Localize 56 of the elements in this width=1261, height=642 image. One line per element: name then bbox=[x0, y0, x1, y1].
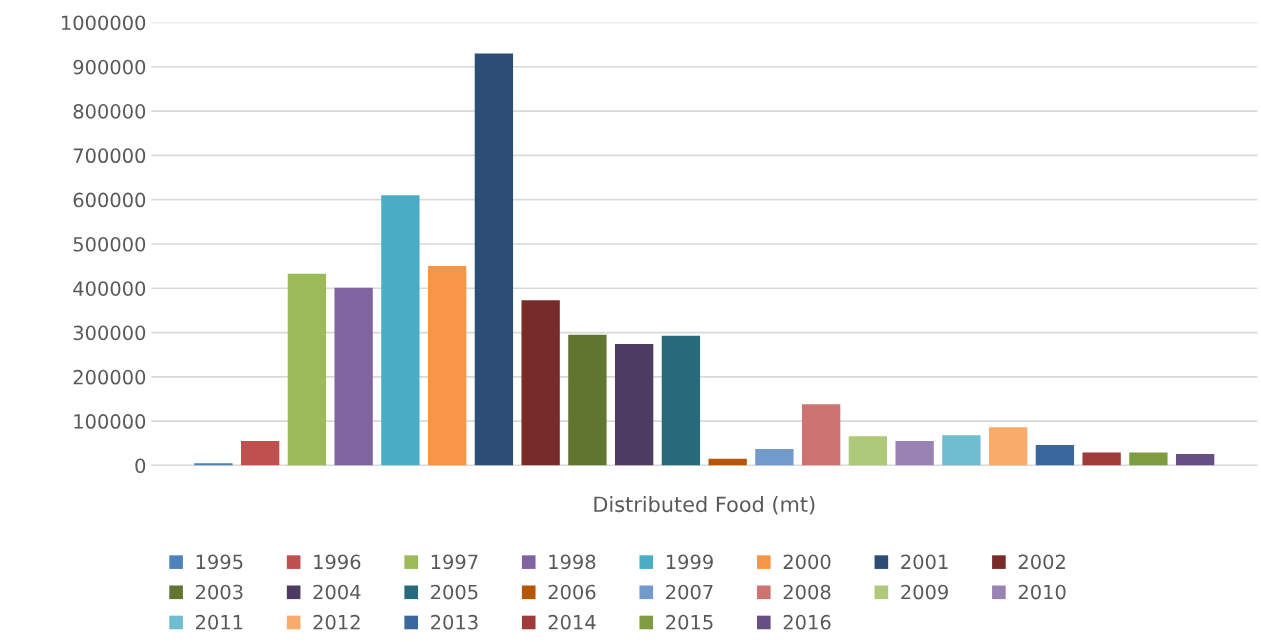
bar bbox=[942, 435, 981, 466]
bar bbox=[1175, 453, 1215, 466]
y-tick-label: 1000000 bbox=[61, 15, 146, 31]
y-tick-label: 200000 bbox=[73, 369, 146, 385]
legend-label: 1995 bbox=[196, 554, 243, 570]
legend-label: 2014 bbox=[548, 614, 596, 630]
bar bbox=[381, 195, 420, 466]
bar bbox=[427, 266, 467, 466]
legend-label: 1999 bbox=[666, 554, 713, 570]
legend-label: 2005 bbox=[431, 584, 478, 600]
legend-label: 2003 bbox=[195, 584, 243, 600]
legend-label: 2011 bbox=[195, 614, 243, 630]
legend-label: 2004 bbox=[313, 584, 361, 600]
bar bbox=[755, 449, 794, 466]
legend-label: 2016 bbox=[783, 614, 831, 630]
bar bbox=[194, 463, 233, 466]
legend-label: 2002 bbox=[1018, 554, 1065, 570]
bar bbox=[1082, 452, 1121, 466]
legend-label: 1998 bbox=[549, 554, 596, 570]
y-tick-label: 300000 bbox=[73, 325, 146, 341]
bar bbox=[287, 273, 327, 466]
y-tick-label: 500000 bbox=[73, 236, 146, 252]
bar bbox=[334, 287, 373, 466]
bar bbox=[988, 427, 1028, 466]
bar bbox=[1035, 445, 1075, 466]
y-tick-label: 800000 bbox=[73, 104, 146, 119]
legend-label: 2008 bbox=[783, 584, 831, 600]
legend-label: 2001 bbox=[901, 554, 948, 570]
y-tick-label: 900000 bbox=[73, 59, 146, 75]
bar bbox=[521, 300, 560, 466]
legend-label: 2009 bbox=[901, 584, 948, 600]
legend-label: 2012 bbox=[313, 614, 360, 630]
y-tick-label: 0 bbox=[135, 458, 146, 474]
y-tick-label: 100000 bbox=[74, 414, 146, 429]
legend-label: 2007 bbox=[666, 584, 713, 600]
y-tick-label: 700000 bbox=[73, 148, 146, 164]
legend-label: 2006 bbox=[548, 584, 596, 600]
legend-label: 2013 bbox=[431, 614, 478, 630]
bar bbox=[614, 344, 654, 466]
legend-label: 2015 bbox=[666, 614, 713, 630]
bar bbox=[848, 436, 888, 466]
legend-label: 2000 bbox=[783, 554, 831, 570]
bar bbox=[661, 335, 701, 466]
legend-label: 1997 bbox=[431, 554, 478, 570]
legend-label: 2010 bbox=[1018, 584, 1066, 600]
bar bbox=[474, 53, 514, 466]
bar bbox=[895, 441, 934, 466]
bar bbox=[708, 458, 747, 466]
bar bbox=[1129, 452, 1168, 466]
x-tick-label: Distributed Food (mt) bbox=[594, 496, 815, 515]
y-tick-label: 600000 bbox=[73, 192, 146, 208]
bar bbox=[568, 334, 607, 466]
bar bbox=[240, 441, 280, 466]
legend-label: 1996 bbox=[314, 554, 361, 570]
bar bbox=[801, 404, 841, 466]
y-tick-label: 400000 bbox=[73, 281, 146, 296]
